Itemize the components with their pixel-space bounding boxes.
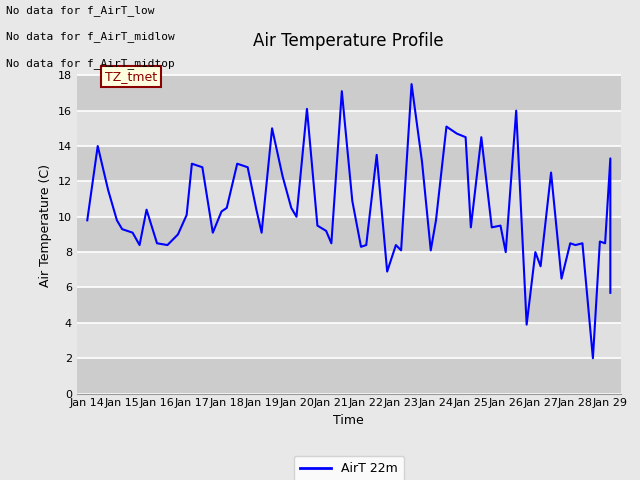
Text: No data for f_AirT_midtop: No data for f_AirT_midtop (6, 58, 175, 69)
Text: TZ_tmet: TZ_tmet (105, 70, 157, 83)
Bar (77, 217, 621, 252)
Bar (77, 181, 621, 217)
Legend: AirT 22m: AirT 22m (294, 456, 404, 480)
Text: No data for f_AirT_low: No data for f_AirT_low (6, 5, 155, 16)
Bar (77, 288, 621, 323)
Title: Air Temperature Profile: Air Temperature Profile (253, 33, 444, 50)
Bar (77, 252, 621, 288)
X-axis label: Time: Time (333, 414, 364, 427)
Bar (77, 358, 621, 394)
Bar (77, 75, 621, 111)
Bar (77, 146, 621, 181)
Bar (77, 111, 621, 146)
Text: No data for f_AirT_midlow: No data for f_AirT_midlow (6, 31, 175, 42)
Bar (77, 323, 621, 358)
Y-axis label: Air Temperature (C): Air Temperature (C) (39, 164, 52, 287)
